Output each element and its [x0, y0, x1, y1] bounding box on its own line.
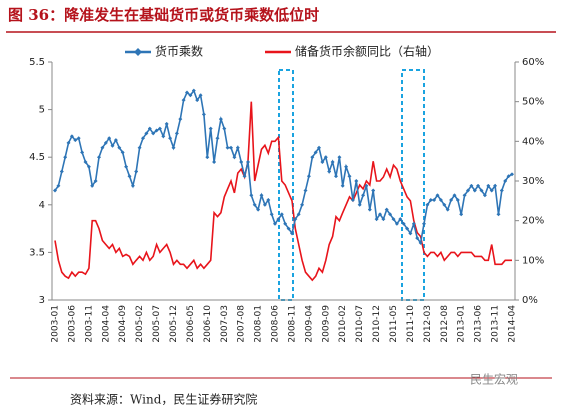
source: 资料来源：Wind，民生证券研究院	[70, 392, 257, 407]
y2-tick-label: 20%	[522, 216, 544, 227]
y2-tick-label: 10%	[522, 255, 544, 266]
x-tick-label: 2012-08	[440, 305, 450, 343]
x-tick-label: 2008-06	[271, 305, 281, 343]
y-tick-label: 4.5	[29, 152, 45, 163]
x-tick-label: 2004-04	[101, 305, 111, 343]
chart-title: 图 36：降准发生在基础货币或货币乘数低位时	[8, 6, 319, 24]
x-tick-label: 2005-02	[135, 305, 145, 343]
y-tick-label: 4	[39, 200, 45, 211]
x-tick-label: 2008-01	[254, 305, 264, 343]
x-tick-label: 2011-10	[406, 305, 416, 343]
x-tick-label: 2011-05	[389, 305, 399, 343]
x-tick-label: 2013-01	[457, 305, 467, 343]
x-tick-label: 2007-03	[220, 305, 230, 343]
x-tick-label: 2014-04	[508, 305, 518, 343]
x-tick-label: 2013-06	[474, 305, 484, 343]
x-tick-label: 2006-10	[203, 305, 213, 343]
x-tick-label: 2005-12	[169, 305, 179, 343]
x-tick-label: 2008-11	[287, 305, 297, 343]
x-tick-label: 2010-02	[338, 305, 348, 343]
x-tick-label: 2006-05	[186, 305, 196, 343]
y-tick-label: 3.5	[29, 247, 45, 258]
y2-tick-label: 50%	[522, 97, 544, 108]
legend-label: 储备货币余额同比（右轴）	[295, 44, 439, 59]
x-tick-label: 2010-07	[355, 305, 365, 343]
x-tick-label: 2005-07	[152, 305, 162, 343]
x-tick-label: 2010-12	[372, 305, 382, 343]
series-line	[54, 101, 512, 282]
y2-tick-label: 60%	[522, 57, 544, 68]
legend-marker	[134, 48, 142, 56]
y-tick-label: 5.5	[29, 57, 45, 68]
x-tick-label: 2009-09	[321, 305, 331, 343]
series-line	[53, 88, 514, 245]
highlight-box	[401, 69, 425, 301]
x-tick-label: 2003-11	[84, 305, 94, 343]
y2-tick-label: 40%	[522, 136, 544, 147]
legend-label: 货币乘数	[155, 44, 203, 59]
x-tick-label: 2012-03	[423, 305, 433, 343]
x-tick-label: 2013-11	[491, 305, 501, 343]
x-tick-label: 2003-06	[67, 305, 77, 343]
y2-tick-label: 0%	[522, 295, 538, 306]
x-tick-label: 2007-08	[237, 305, 247, 343]
watermark: 民生宏观	[470, 372, 518, 387]
y-tick-label: 3	[39, 295, 45, 306]
x-tick-label: 2003-01	[51, 305, 61, 343]
x-tick-label: 2004-09	[118, 305, 128, 343]
y2-tick-label: 30%	[522, 176, 544, 187]
y-tick-label: 5	[39, 105, 45, 116]
x-tick-label: 2009-04	[304, 305, 314, 343]
